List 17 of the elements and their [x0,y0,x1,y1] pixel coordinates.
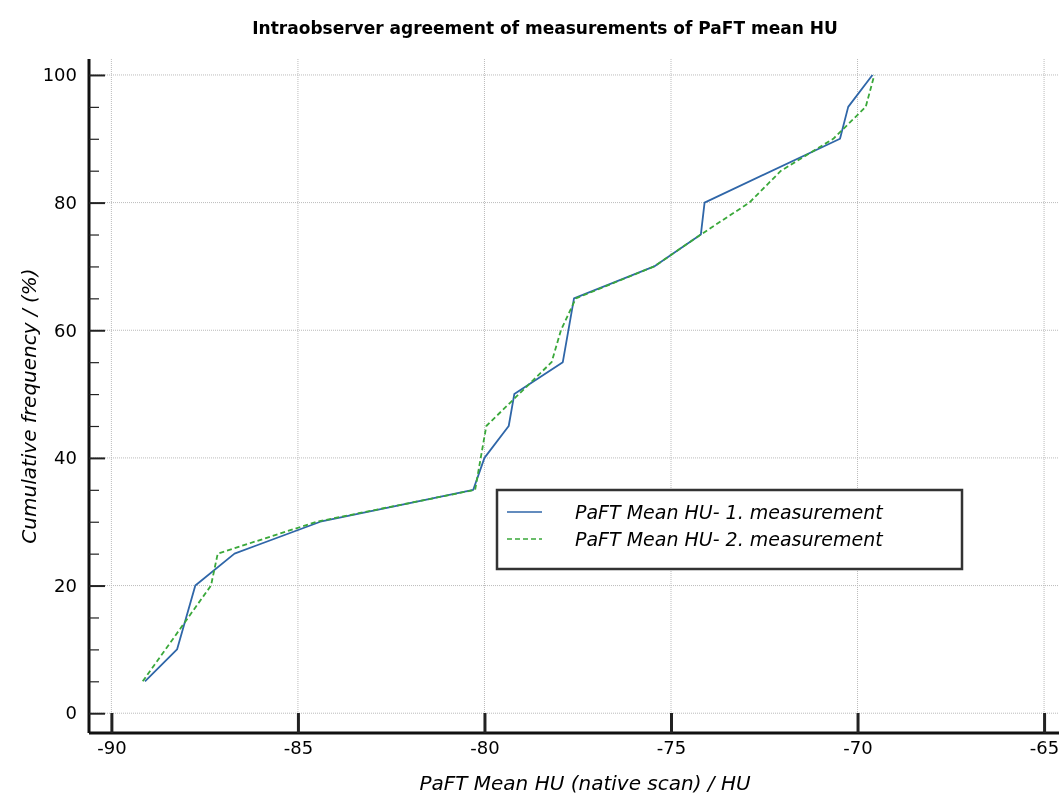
y-tick-label: 80 [54,191,77,213]
y-tick-label: 60 [54,319,77,341]
x-tick-label: -80 [470,736,500,758]
x-axis-title: PaFT Mean HU (native scan) / HU [419,771,751,795]
x-tick-label: -75 [656,736,687,758]
y-tick-label: 0 [65,702,77,724]
y-axis-title: Cumulative frequency / (%) [17,268,41,544]
x-tick-label: -90 [97,736,127,758]
x-tick-label: -70 [843,736,873,758]
y-tick-label: 20 [54,574,77,596]
chart-title: Intraobserver agreement of measurements of PaFT mean HU [252,18,838,38]
legend-label: PaFT Mean HU- 1. measurement [575,501,885,523]
x-tick-label: -85 [283,736,314,758]
y-tick-label: 40 [54,447,77,469]
x-tick-label: -65 [1029,736,1059,758]
y-tick-label: 100 [42,64,77,86]
legend-label: PaFT Mean HU- 2. measurement [575,528,885,550]
